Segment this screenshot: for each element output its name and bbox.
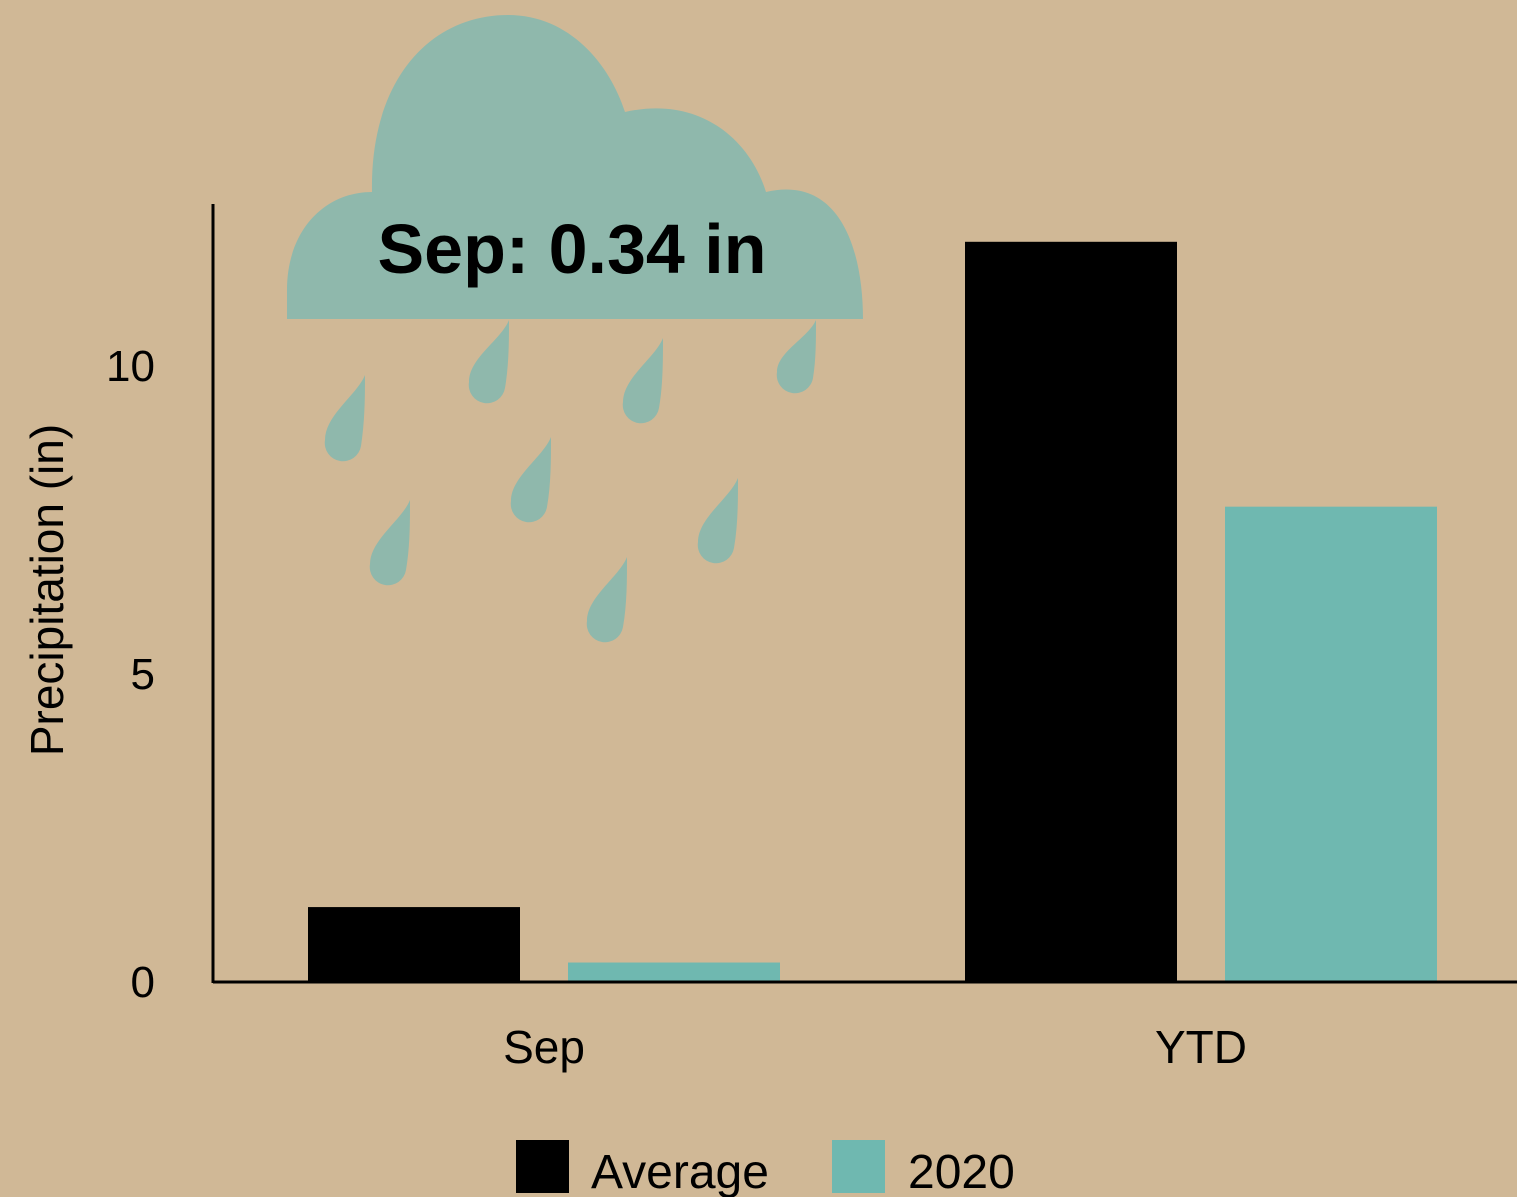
raindrop-icon: [510, 437, 551, 523]
legend-label-average: Average: [591, 1146, 769, 1197]
y-tick-label: 5: [131, 650, 155, 699]
bars-layer: [308, 241, 1437, 982]
bar-average-sep: [308, 907, 520, 981]
bar-2020-sep: [568, 962, 780, 981]
y-tick-labels: 0 5 10: [106, 342, 155, 1007]
bar-2020-ytd: [1225, 506, 1437, 981]
legend-swatch-average: [516, 1140, 569, 1193]
y-tick-label: 0: [131, 958, 155, 1007]
legend-label-2020: 2020: [908, 1146, 1015, 1197]
rain-cloud-icon: [287, 15, 863, 643]
x-tick-label: Sep: [503, 1021, 585, 1073]
raindrop-icon: [468, 320, 509, 404]
bar-average-ytd: [965, 241, 1177, 982]
legend-swatch-2020: [832, 1140, 885, 1193]
raindrop-icon: [622, 338, 663, 424]
cloud-shape: [287, 15, 863, 319]
raindrop-icon: [369, 500, 410, 586]
y-axis-title: Precipitation (in): [21, 424, 73, 756]
x-tick-labels: Sep YTD: [503, 1021, 1247, 1073]
raindrop-icon: [697, 478, 738, 564]
raindrop-icon: [586, 557, 627, 643]
y-tick-label: 10: [106, 342, 155, 391]
raindrop-icon: [324, 375, 365, 462]
x-tick-label: YTD: [1155, 1021, 1247, 1073]
raindrop-icon: [776, 320, 816, 394]
annotation-label: Sep: 0.34 in: [377, 210, 766, 288]
legend: Average 2020: [516, 1140, 1015, 1197]
